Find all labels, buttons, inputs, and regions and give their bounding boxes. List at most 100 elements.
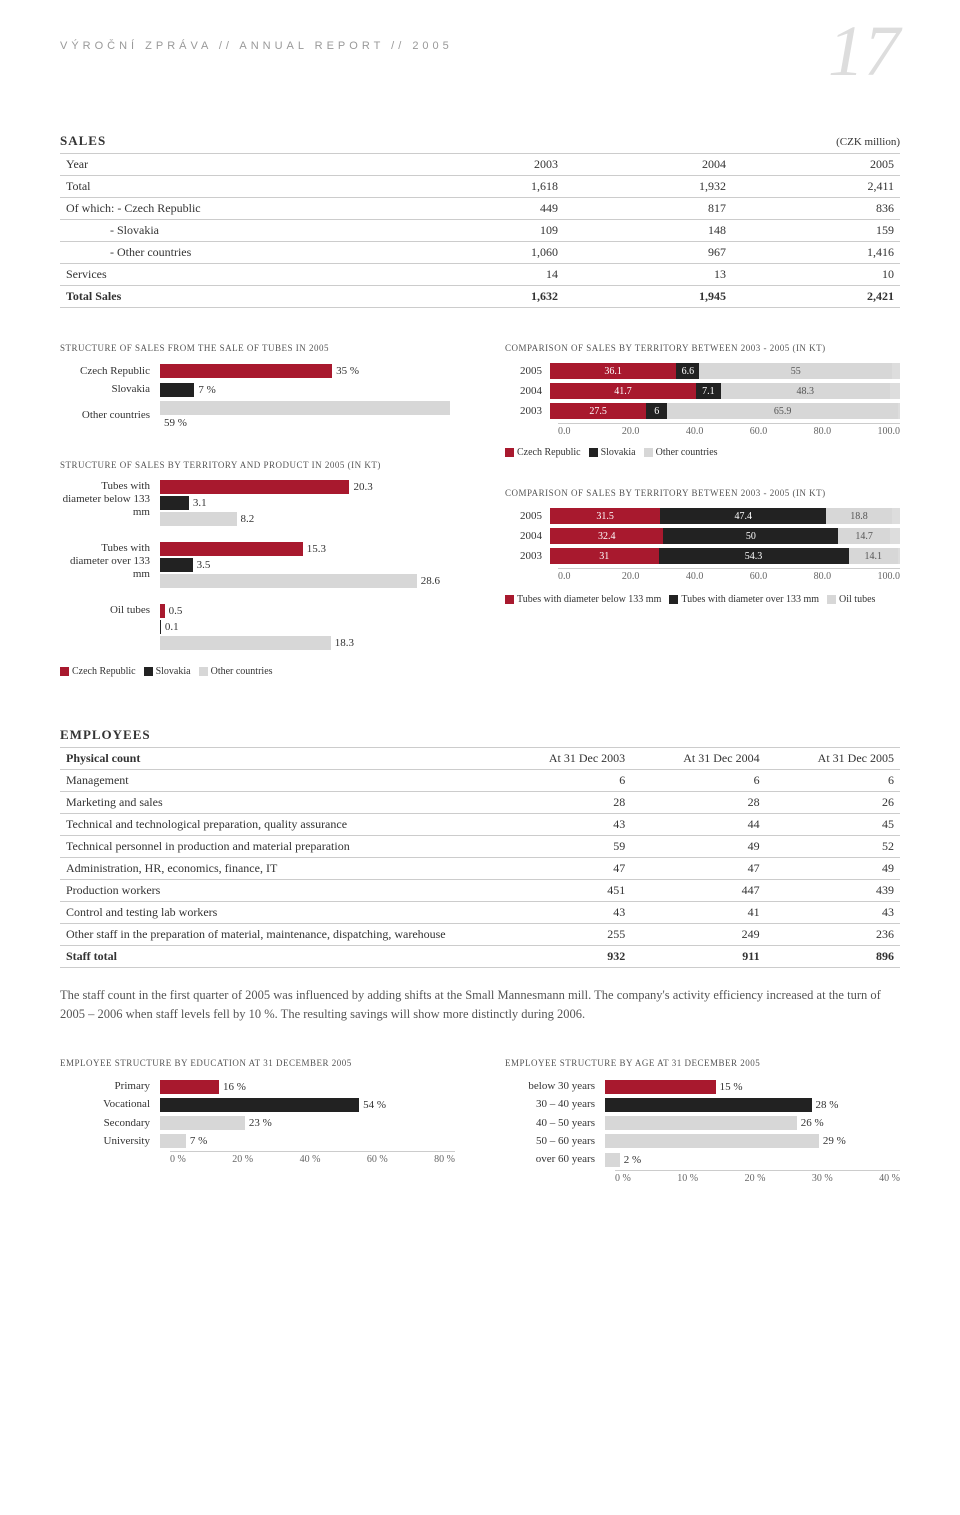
employees-table: Physical countAt 31 Dec 2003At 31 Dec 20… [60,747,900,968]
cell-value: 449 [396,198,564,220]
axis-tick: 80 % [434,1154,455,1165]
axis-tick: 40.0 [686,571,750,582]
group-label: Tubes with diameter over 133 mm [60,542,160,582]
axis-tick: 60 % [367,1154,388,1165]
group-bars: 15.33.528.6 [160,542,440,590]
bar-track: 28 % [605,1097,900,1112]
bar-label: 40 – 50 years [505,1117,605,1129]
bar-value: 28 % [816,1099,839,1111]
group-label: Tubes with diameter below 133 mm [60,480,160,520]
sales-unit: (CZK million) [836,136,900,148]
bar-value: 3.1 [193,497,207,509]
stacked-segment: 27.5 [550,403,646,419]
table-row: Other staff in the preparation of materi… [60,923,900,945]
axis-tick: 60.0 [750,426,814,437]
page-number: 17 [828,30,900,73]
stacked-row: 200432.45014.7 [505,528,900,544]
bar-fill [160,364,332,378]
stacked-segment: 48.3 [721,383,890,399]
bar-fill [605,1080,716,1094]
legend-swatch [644,448,653,457]
cell-value: 28 [631,791,765,813]
stacked-segment: 14.7 [838,528,889,544]
stacked-segment: 7.1 [696,383,721,399]
row-label: Management [60,769,497,791]
bar-row: Primary16 % [60,1078,455,1093]
table-row: Control and testing lab workers434143 [60,901,900,923]
stacked-row: 200327.5665.9 [505,403,900,419]
bar-value: 15 % [720,1081,743,1093]
axis-tick: 0.0 [558,571,622,582]
bar-fill [160,1134,186,1148]
chart-structure-territory-product: STRUCTURE OF SALES BY TERRITORY AND PROD… [60,460,455,677]
bar-value: 18.3 [335,637,354,649]
chart3-bars: 200536.16.655200441.77.148.3200327.5665.… [505,363,900,419]
row-label: - Slovakia [60,220,396,242]
row-label: Administration, HR, economics, finance, … [60,857,497,879]
body-paragraph: The staff count in the first quarter of … [60,986,900,1024]
legend-label: Czech Republic [72,666,136,677]
bar-row: Secondary23 % [60,1115,455,1130]
year-label: 2004 [505,530,550,542]
stacked-track: 31.547.418.8 [550,508,900,524]
stacked-segment: 55 [699,363,892,379]
chart-structure-tubes: STRUCTURE OF SALES FROM THE SALE OF TUBE… [60,343,455,430]
bar-label: below 30 years [505,1080,605,1092]
bar-value: 3.5 [197,559,211,571]
stacked-row: 20033154.314.1 [505,548,900,564]
bar-value: 35 % [336,365,359,377]
bar-value: 8.2 [241,513,255,525]
cell-value: 59 [497,835,631,857]
chart-employee-age: EMPLOYEE STRUCTURE BY AGE AT 31 DECEMBER… [505,1058,900,1183]
table-row: Administration, HR, economics, finance, … [60,857,900,879]
cell-value: 249 [631,923,765,945]
bar-fill [160,574,417,588]
axis-tick: 20.0 [622,571,686,582]
year-label: 2003 [505,550,550,562]
bar-label: Other countries [60,409,160,421]
bar-row: 50 – 60 years29 % [505,1133,900,1148]
table-row: Total Sales1,6321,9452,421 [60,286,900,308]
bar-label: University [60,1135,160,1147]
chart4-legend: Tubes with diameter below 133 mmTubes wi… [505,592,900,608]
chart1-bars: Czech Republic35 %Slovakia7 %Other count… [60,363,455,430]
chart5-title: EMPLOYEE STRUCTURE BY EDUCATION AT 31 DE… [60,1058,455,1068]
legend-swatch [589,448,598,457]
cell-value: 44 [631,813,765,835]
cell-value: 451 [497,879,631,901]
stacked-segment: 47.4 [660,508,826,524]
row-label: Of which: - Czech Republic [60,198,396,220]
cell-value: 1,060 [396,242,564,264]
bar-fill [160,636,331,650]
table-row: Staff total932911896 [60,945,900,967]
axis-tick: 20 % [232,1154,253,1165]
year-label: 2005 [505,365,550,377]
cell-value: 28 [497,791,631,813]
cell-value: 836 [732,198,900,220]
row-label: Technical and technological preparation,… [60,813,497,835]
year-label: 2005 [505,510,550,522]
bar-track: 23 % [160,1115,455,1130]
chart6-axis: 0 %10 %20 %30 %40 % [615,1170,900,1184]
table-row: Marketing and sales282826 [60,791,900,813]
bar-row: 8.2 [160,512,440,526]
chart3-legend: Czech RepublicSlovakiaOther countries [505,447,900,458]
bar-label: Czech Republic [60,365,160,377]
bar-row: 3.1 [160,496,440,510]
bar-value: 7 % [190,1135,207,1147]
table-row: - Other countries1,0609671,416 [60,242,900,264]
cell-value: 148 [564,220,732,242]
legend-label: Other countries [656,447,718,458]
bar-row: below 30 years 15 % [505,1078,900,1093]
cell-value: 932 [497,945,631,967]
legend-label: Czech Republic [517,447,581,458]
bar-value: 23 % [249,1117,272,1129]
table-header: Year [60,154,396,176]
row-label: Other staff in the preparation of materi… [60,923,497,945]
bar-label: Slovakia [60,383,160,395]
table-row: Production workers451447439 [60,879,900,901]
legend-label: Oil tubes [839,594,875,605]
bar-group: Tubes with diameter below 133 mm20.33.18… [60,480,455,528]
year-label: 2004 [505,385,550,397]
stacked-segment: 36.1 [550,363,676,379]
